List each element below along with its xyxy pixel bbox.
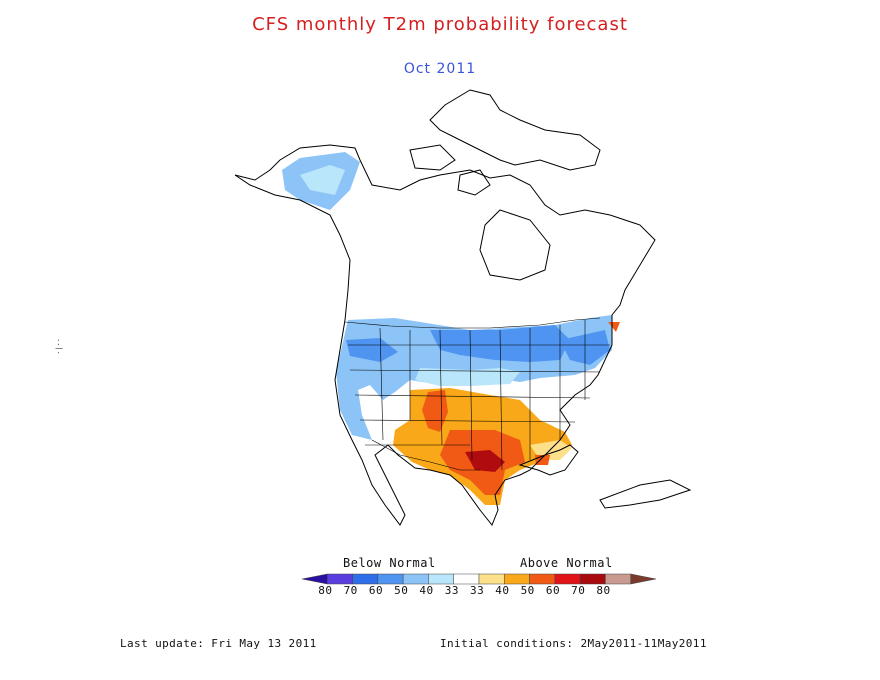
legend-swatch — [605, 573, 631, 585]
legend-tick-label: 80 — [318, 584, 333, 597]
side-mark: ·|·· — [55, 338, 63, 355]
map-subtitle: Oct 2011 — [403, 61, 477, 77]
coastlines — [234, 89, 692, 526]
legend-tick-label: 50 — [520, 584, 535, 597]
map-title: CFS monthly T2m probability forecast — [252, 14, 628, 35]
legend-swatch — [478, 573, 505, 585]
legend-swatch — [352, 573, 379, 585]
legend-swatch — [504, 573, 530, 585]
legend-swatch — [301, 573, 328, 585]
legend-tick-label: 70 — [571, 584, 586, 597]
above-normal-shading — [393, 322, 620, 505]
legend-tick-label: 70 — [343, 584, 358, 597]
above-normal-label: Above Normal — [520, 556, 613, 570]
legend-swatch — [402, 573, 429, 585]
below-normal-label: Below Normal — [343, 556, 436, 570]
legend-tick-label: 33 — [444, 584, 459, 597]
legend-swatch — [377, 573, 404, 585]
legend-swatch — [529, 573, 556, 585]
legend-swatch — [428, 573, 454, 585]
legend-tick-label: 80 — [596, 584, 611, 597]
legend-swatch — [327, 573, 353, 585]
legend-tick-label: 50 — [394, 584, 409, 597]
legend-tick-label: 33 — [470, 584, 485, 597]
legend-swatch — [579, 573, 606, 585]
legend-swatch — [630, 573, 657, 585]
legend-colorbar — [301, 573, 657, 585]
last-update: Last update: Fri May 13 2011 — [120, 637, 317, 650]
legend-swatch — [453, 573, 480, 585]
legend-tick-label: 40 — [419, 584, 434, 597]
legend-tick-label: 40 — [495, 584, 510, 597]
legend-swatch — [554, 573, 581, 585]
initial-conditions: Initial conditions: 2May2011-11May2011 — [440, 637, 707, 650]
legend-tick-label: 60 — [368, 584, 384, 597]
legend-tick-label: 60 — [545, 584, 561, 597]
borders — [344, 317, 610, 471]
